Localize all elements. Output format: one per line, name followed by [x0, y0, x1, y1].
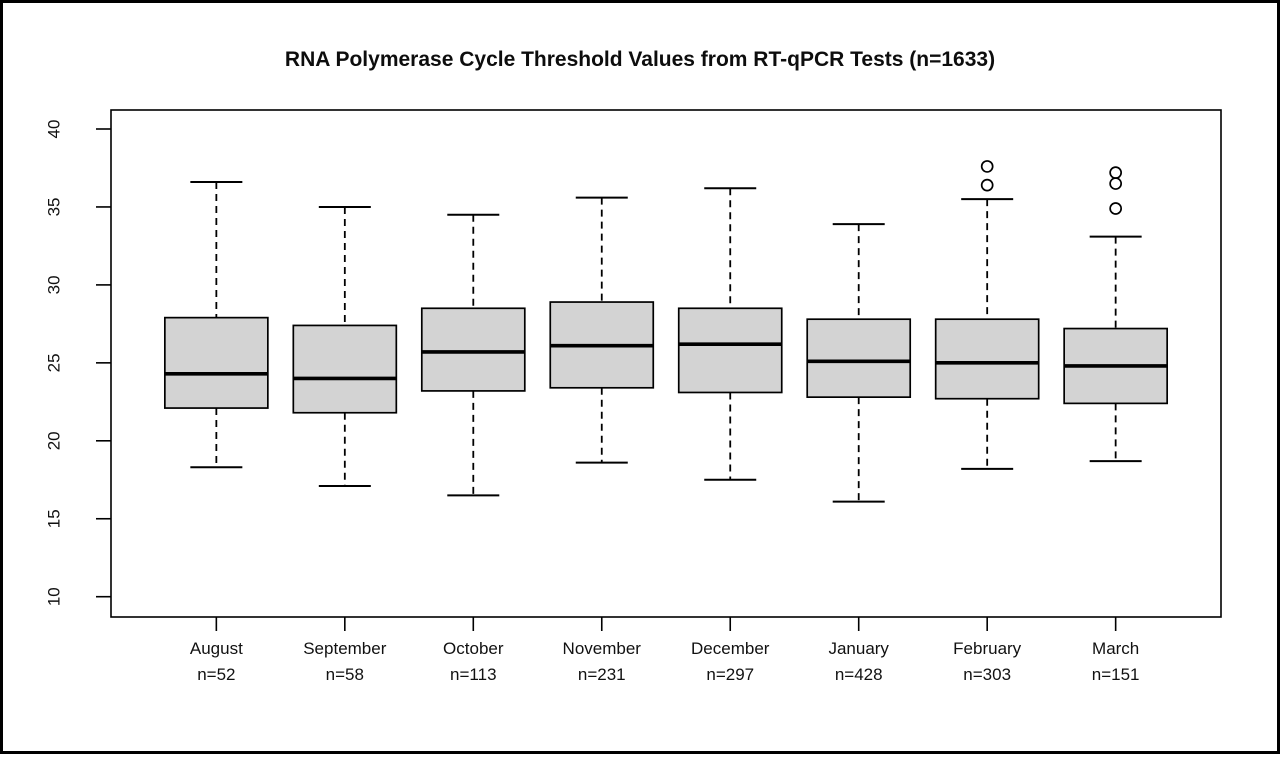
y-tick-label: 35 [45, 197, 64, 216]
x-tick-month-label: January [828, 639, 889, 658]
x-tick-count-label: n=231 [578, 665, 626, 684]
boxplot-group [934, 160, 1040, 470]
y-tick-label: 25 [45, 353, 64, 372]
x-axis: August n=52 September n=58 October n=113 Novem… [190, 617, 1140, 684]
x-tick-count-label: n=113 [450, 665, 496, 684]
boxplot-group [677, 187, 783, 481]
chart-title: RNA Polymerase Cycle Threshold Values fr… [285, 48, 995, 71]
boxplot-group [806, 223, 912, 503]
iqr-box [420, 307, 526, 392]
y-tick-label: 30 [45, 275, 64, 294]
iqr-box [934, 318, 1040, 400]
x-tick-month-label: October [443, 639, 504, 658]
iqr-box [677, 307, 783, 394]
x-tick-month-label: November [563, 639, 642, 658]
x-tick-month-label: December [691, 639, 770, 658]
x-tick-count-label: n=297 [706, 665, 754, 684]
outlier-point [980, 178, 994, 192]
boxplot-series [163, 160, 1169, 503]
boxplot-group [549, 196, 655, 464]
x-tick-count-label: n=58 [326, 665, 364, 684]
x-tick-month-label: September [303, 639, 386, 658]
iqr-box [292, 324, 398, 414]
x-tick-month-label: March [1092, 639, 1139, 658]
boxplot-group [1063, 166, 1169, 463]
boxplot-group [163, 181, 269, 469]
boxplot-group [292, 205, 398, 488]
outlier-point [980, 160, 994, 173]
outlier-point [1109, 166, 1123, 180]
y-tick-label: 15 [45, 509, 64, 528]
x-tick-month-label: August [190, 639, 243, 658]
x-tick-count-label: n=428 [835, 665, 883, 684]
y-tick-label: 10 [45, 587, 64, 606]
outlier-point [1109, 202, 1123, 215]
boxplot-group [420, 213, 526, 497]
x-tick-count-label: n=52 [197, 665, 235, 684]
y-axis: 10 15 20 25 30 35 40 [45, 120, 111, 606]
iqr-box [163, 316, 269, 409]
x-tick-month-label: February [953, 639, 1022, 658]
x-tick-count-label: n=303 [963, 665, 1011, 684]
y-tick-label: 40 [45, 120, 64, 139]
x-tick-count-label: n=151 [1092, 665, 1140, 684]
y-tick-label: 20 [45, 431, 64, 450]
iqr-box [806, 318, 912, 398]
